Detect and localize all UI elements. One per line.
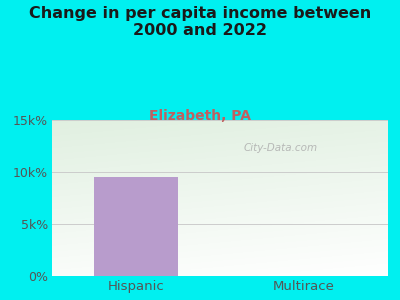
Text: Elizabeth, PA: Elizabeth, PA	[149, 110, 251, 124]
Text: City-Data.com: City-Data.com	[244, 143, 318, 153]
Text: Change in per capita income between
2000 and 2022: Change in per capita income between 2000…	[29, 6, 371, 38]
Bar	[94, 177, 178, 276]
